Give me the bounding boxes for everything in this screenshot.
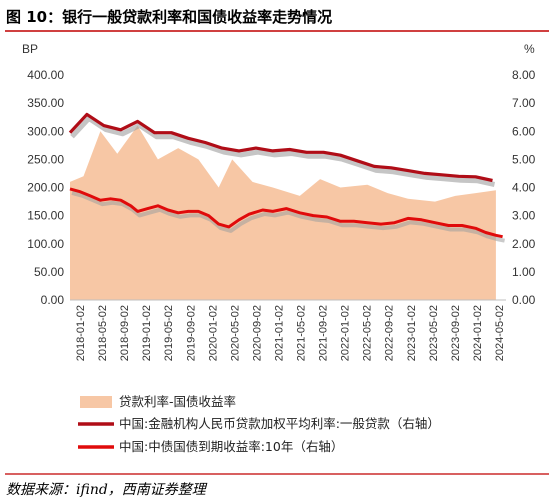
right-tick-label: 2.00 <box>512 237 536 251</box>
x-tick-label: 2022-09-02 <box>384 305 396 361</box>
left-tick-label: 50.00 <box>34 265 64 279</box>
x-tick-label: 2021-01-02 <box>274 305 286 361</box>
right-tick-label: 4.00 <box>512 181 536 195</box>
x-tick-label: 2022-05-02 <box>362 305 374 361</box>
right-tick-label: 6.00 <box>512 124 536 138</box>
left-tick-label: 100.00 <box>27 237 64 251</box>
x-tick-label: 2018-01-02 <box>75 305 87 361</box>
x-tick-label: 2023-05-02 <box>428 305 440 361</box>
left-axis-unit: BP <box>22 42 38 56</box>
legend-swatch-spread <box>80 396 112 408</box>
x-tick-label: 2018-09-02 <box>119 305 131 361</box>
x-tick-label: 2020-05-02 <box>229 305 241 361</box>
x-tick-label: 2018-05-02 <box>97 305 109 361</box>
legend: 贷款利率-国债收益率 中国:金融机构人民币贷款加权平均利率:一般贷款（右轴） 中… <box>78 394 440 454</box>
right-tick-label: 0.00 <box>512 293 536 307</box>
legend-label-bond-yield: 中国:中债国债到期收益率:10年（右轴） <box>119 439 343 454</box>
x-axis-ticks: 2018-01-02 2018-05-02 2018-09-02 2019-01-02… <box>75 305 506 361</box>
left-tick-label: 350.00 <box>27 96 64 110</box>
legend-label-spread: 贷款利率-国债收益率 <box>119 394 236 409</box>
left-tick-label: 400.00 <box>27 68 64 82</box>
left-tick-label: 300.00 <box>27 124 64 138</box>
x-tick-label: 2019-09-02 <box>185 305 197 361</box>
right-axis-ticks: 0.00 1.00 2.00 3.00 4.00 5.00 6.00 7.00 8.00 <box>512 68 536 307</box>
x-tick-label: 2021-09-02 <box>318 305 330 361</box>
left-tick-label: 200.00 <box>27 181 64 195</box>
x-tick-label: 2020-09-02 <box>251 305 263 361</box>
legend-label-loan-rate: 中国:金融机构人民币贷款加权平均利率:一般贷款（右轴） <box>119 416 440 431</box>
left-axis-ticks: 0.00 50.00 100.00 150.00 200.00 250.00 300.00 3… <box>27 68 64 307</box>
left-tick-label: 250.00 <box>27 152 64 166</box>
plot-area <box>70 114 506 300</box>
x-tick-label: 2019-05-02 <box>163 305 175 361</box>
x-tick-label: 2023-01-02 <box>406 305 418 361</box>
x-tick-label: 2019-01-02 <box>141 305 153 361</box>
source-note: 数据来源：ifind，西南证券整理 <box>6 482 208 498</box>
right-tick-label: 7.00 <box>512 96 536 110</box>
x-tick-label: 2023-09-02 <box>450 305 462 361</box>
x-tick-label: 2020-01-02 <box>207 305 219 361</box>
right-tick-label: 8.00 <box>512 68 536 82</box>
left-tick-label: 0.00 <box>41 293 65 307</box>
right-tick-label: 5.00 <box>512 152 536 166</box>
x-tick-label: 2022-01-02 <box>340 305 352 361</box>
x-tick-label: 2024-05-02 <box>494 305 506 361</box>
x-tick-label: 2024-01-02 <box>472 305 484 361</box>
right-axis-unit: % <box>524 42 535 56</box>
x-tick-label: 2021-05-02 <box>296 305 308 361</box>
left-tick-label: 150.00 <box>27 209 64 223</box>
right-tick-label: 3.00 <box>512 209 536 223</box>
right-tick-label: 1.00 <box>512 265 536 279</box>
figure-title: 图 10：银行一般贷款利率和国债收益率走势情况 <box>6 8 332 26</box>
